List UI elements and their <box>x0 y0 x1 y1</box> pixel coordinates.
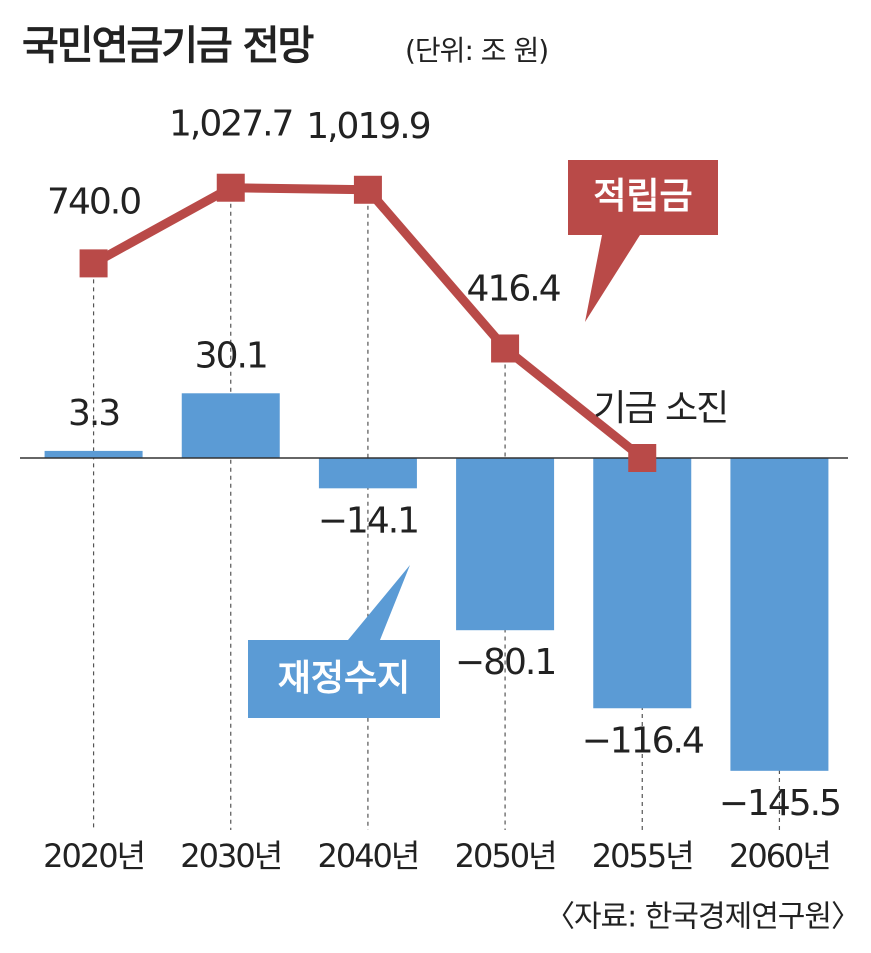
legend-label: 적립금 <box>593 176 692 217</box>
bar <box>181 393 280 458</box>
line-marker <box>628 444 657 472</box>
legend-line: 적립금 <box>568 160 718 322</box>
legend-label: 재정수지 <box>278 658 410 699</box>
callout-box <box>568 160 718 322</box>
bar-value-label: 3.3 <box>68 393 119 434</box>
line-value-label: 416.4 <box>467 268 560 309</box>
line-marker <box>216 173 245 202</box>
bar <box>318 458 417 489</box>
source: 〈자료: 한국경제연구원〉 <box>545 900 860 935</box>
x-tick-label: 2040년 <box>317 837 418 875</box>
bar <box>456 458 555 631</box>
bar <box>730 458 829 771</box>
line-value-label: 1,019.9 <box>306 106 430 147</box>
x-tick-label: 2050년 <box>455 837 556 875</box>
x-tick-label: 2030년 <box>180 837 281 875</box>
chart-title: 국민연금기금 전망 <box>22 23 315 69</box>
line-value-label: 1,027.7 <box>169 104 292 145</box>
chart-subtitle: (단위: 조 원) <box>405 34 548 67</box>
bar-value-label: −145.5 <box>719 783 840 824</box>
x-tick-label: 2020년 <box>43 837 144 875</box>
x-tick-label: 2060년 <box>729 837 830 875</box>
bar-value-label: −116.4 <box>582 720 703 761</box>
line-marker <box>79 249 108 278</box>
bar-value-label: −80.1 <box>455 642 555 683</box>
legend-bar: 재정수지 <box>248 565 440 718</box>
bar-value-label: −14.1 <box>318 500 418 541</box>
bar-value-label: 30.1 <box>195 335 267 376</box>
line-value-label: 740.0 <box>47 181 140 222</box>
bar <box>44 450 143 458</box>
line-marker <box>353 175 382 204</box>
x-tick-label: 2055년 <box>592 837 693 875</box>
bar <box>593 458 692 709</box>
line-marker <box>491 334 520 363</box>
callout-box <box>248 565 440 718</box>
annotation: 기금 소진 <box>593 388 727 429</box>
